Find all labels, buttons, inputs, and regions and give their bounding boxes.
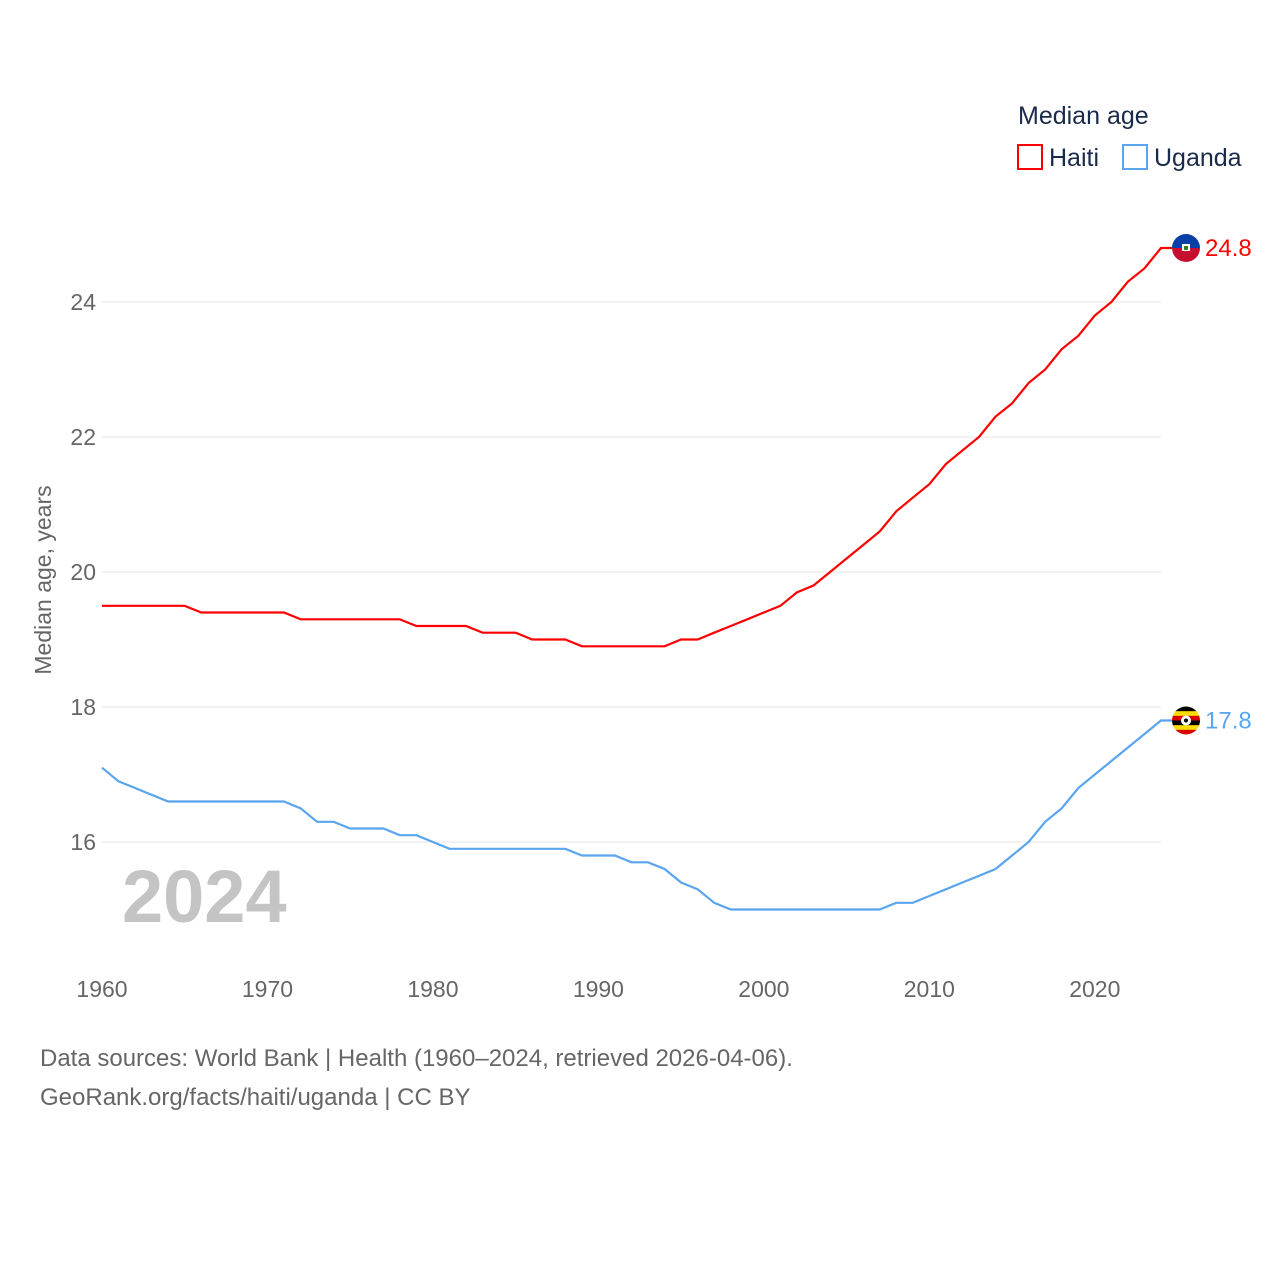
- haiti-flag-icon: [1172, 234, 1200, 262]
- year-watermark: 2024: [122, 855, 287, 938]
- y-axis-label: Median age, years: [30, 485, 56, 674]
- series-line-uganda[interactable]: [101, 719, 1172, 911]
- y-tick-label: 20: [70, 559, 96, 585]
- legend-swatch-uganda[interactable]: [1122, 144, 1148, 170]
- end-label-uganda: 17.8: [1205, 708, 1252, 735]
- uganda-flag-icon: [1172, 706, 1200, 735]
- x-tick-label: 1980: [407, 976, 458, 1002]
- legend-label-uganda[interactable]: Uganda: [1154, 144, 1242, 172]
- footer-sources: Data sources: World Bank | Health (1960–…: [40, 1045, 793, 1072]
- end-label-haiti: 24.8: [1205, 235, 1252, 262]
- y-tick-label: 16: [70, 829, 96, 855]
- y-tick-label: 22: [70, 424, 96, 450]
- x-tick-label: 1960: [76, 976, 127, 1002]
- y-tick-label: 24: [70, 289, 96, 315]
- x-tick-label: 2010: [904, 976, 955, 1002]
- x-tick-label: 2020: [1069, 976, 1120, 1002]
- y-tick-label: 18: [70, 694, 96, 720]
- x-tick-label: 2000: [738, 976, 789, 1002]
- x-tick-label: 1970: [242, 976, 293, 1002]
- legend-label-haiti[interactable]: Haiti: [1049, 144, 1099, 172]
- x-tick-label: 1990: [573, 976, 624, 1002]
- series-line-haiti[interactable]: [102, 246, 1172, 648]
- footer-credit[interactable]: GeoRank.org/facts/haiti/uganda | CC BY: [40, 1084, 471, 1111]
- legend-swatch-haiti[interactable]: [1017, 144, 1043, 170]
- legend-title: Median age: [1018, 102, 1149, 130]
